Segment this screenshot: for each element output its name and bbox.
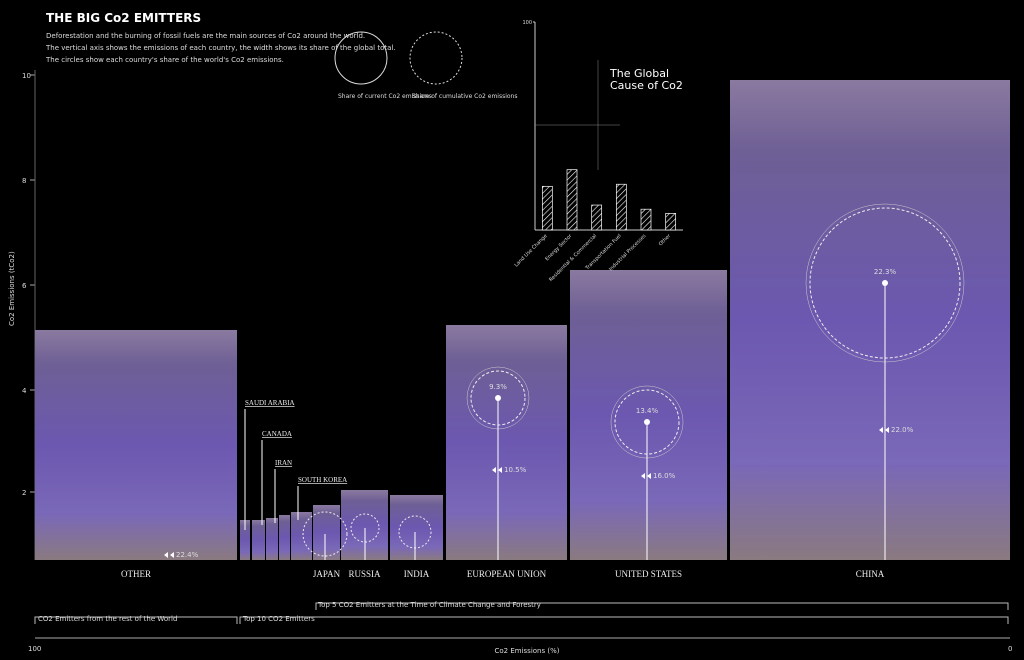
legend-text: Share of cumulative Co2 emissions (412, 93, 517, 100)
arrow (164, 552, 174, 558)
arrow (879, 427, 889, 433)
legend-text: Share of current Co2 emissions (338, 93, 432, 100)
y-tick-label: 8 (22, 177, 26, 185)
bar (541, 185, 553, 231)
body-text: The circles show each country's share of… (45, 56, 284, 64)
x-label: Co2 Emissions (%) (495, 647, 560, 655)
country-block (291, 512, 312, 560)
small-country-label: CANADA (262, 430, 292, 438)
country-block (730, 80, 1010, 560)
share-circle (302, 511, 348, 557)
arrow (641, 473, 651, 479)
x-left: 100 (28, 645, 41, 653)
bracket-label: Top 5 CO2 Emitters at the Time of Climat… (317, 601, 541, 609)
arrow-label: 22.4% (176, 551, 199, 559)
country-label: JAPAN (313, 569, 341, 579)
country-label: EUROPEAN UNION (467, 569, 547, 579)
bar (615, 183, 627, 231)
dot (882, 280, 888, 286)
title: THE BIG Co2 EMITTERS (46, 11, 201, 25)
country-block (390, 495, 443, 560)
y-tick-label: 4 (22, 387, 27, 395)
country-block (266, 518, 278, 560)
arrow-label: 16.0% (653, 472, 676, 480)
y-label: Co2 Emissions (tCo2) (8, 251, 16, 326)
country-block (313, 505, 340, 560)
circle-label: 9.3% (489, 383, 507, 391)
circle-label: 22.3% (874, 268, 897, 276)
mini-y-tick-label: 100 (522, 20, 532, 26)
mini-title: The Global Cause of Co2 (609, 67, 683, 92)
country-block (252, 520, 265, 560)
legend-circle (334, 31, 388, 85)
small-country-label: IRAN (275, 459, 292, 467)
bracket-label: Top 10 CO2 Emitters (242, 615, 315, 623)
small-country-label: SAUDI ARABIA (245, 399, 295, 407)
bar (591, 204, 603, 231)
bracket (315, 602, 1009, 610)
body-text: Deforestation and the burning of fossil … (46, 32, 365, 40)
small-country-label: SOUTH KOREA (298, 476, 347, 484)
country-label: RUSSIA (348, 569, 381, 579)
y-tick-label: 10 (22, 72, 31, 80)
country-block (446, 325, 567, 560)
country-label: INDIA (404, 569, 430, 579)
country-label: UNITED STATES (615, 569, 682, 579)
bracket-label: CO2 Emitters from the rest of the World (38, 615, 177, 623)
bar (640, 208, 652, 231)
x-right: 0 (1008, 645, 1012, 653)
country-block (35, 330, 237, 560)
circle-label: 13.4% (636, 407, 659, 415)
mini-x-tick-label: Land Use Change (513, 233, 548, 268)
legend-circle (409, 31, 463, 85)
country-block (570, 270, 727, 560)
arrow-label: 22.0% (891, 426, 914, 434)
bar (566, 169, 578, 231)
arrow (492, 467, 502, 473)
country-label: CHINA (856, 569, 885, 579)
mini-x-tick-label: Other (658, 233, 673, 248)
bar (665, 213, 677, 231)
country-block (279, 515, 290, 560)
y-tick-label: 2 (22, 489, 26, 497)
dot (644, 419, 650, 425)
dot (495, 395, 501, 401)
country-label: OTHER (121, 569, 151, 579)
y-tick-label: 6 (22, 282, 27, 290)
country-block (240, 520, 250, 560)
bracket (239, 616, 1009, 624)
body-text: The vertical axis shows the emissions of… (45, 44, 396, 52)
bracket (34, 616, 238, 624)
arrow-label: 10.5% (504, 466, 527, 474)
